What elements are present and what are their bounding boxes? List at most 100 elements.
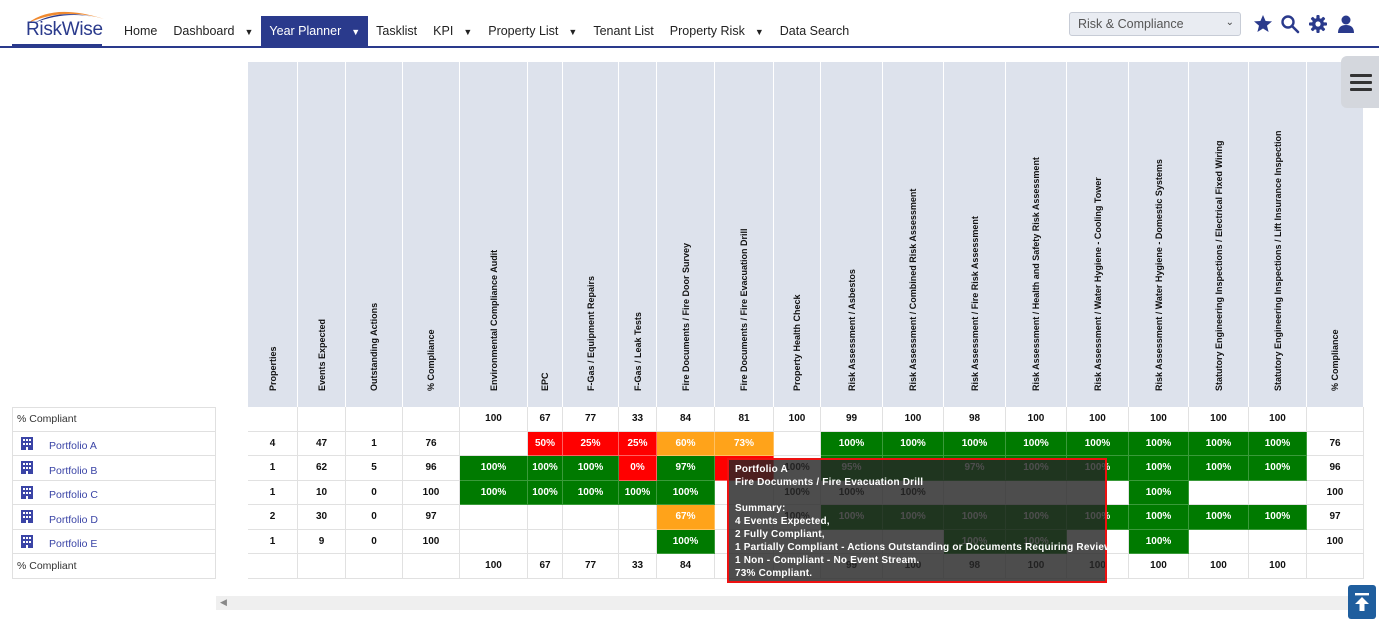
column-header-label: Risk Assessment / Fire Risk Assessment [969,216,980,391]
grid-cell[interactable]: 100% [1189,505,1249,530]
grid-cell: 1 [248,529,298,554]
column-header[interactable]: Risk Assessment / Health and Safety Risk… [1006,62,1067,407]
grid-cell: 2 [248,505,298,530]
grid-cell[interactable]: 100% [460,456,528,481]
gear-icon[interactable] [1308,14,1328,34]
column-header[interactable]: Statutory Engineering Inspections / Elec… [1189,62,1249,407]
nav-item-kpi[interactable]: KPI ▼ [425,16,480,46]
portfolio-link[interactable]: Portfolio A [49,440,97,453]
portfolio-link[interactable]: Portfolio C [49,489,99,502]
nav-item-property-list[interactable]: Property List ▼ [480,16,585,46]
grid-cell[interactable] [563,505,619,530]
grid-cell[interactable]: 50% [528,431,563,456]
column-header[interactable]: Events Expected [298,62,346,407]
column-header[interactable]: Risk Assessment / Combined Risk Assessme… [883,62,944,407]
column-header[interactable]: Statutory Engineering Inspections / Lift… [1249,62,1307,407]
grid-cell[interactable]: 100% [619,480,657,505]
nav-item-property-risk[interactable]: Property Risk ▼ [662,16,772,46]
grid-cell[interactable]: 100% [563,456,619,481]
nav-item-tenant-list[interactable]: Tenant List [585,16,661,46]
column-header[interactable]: EPC [528,62,563,407]
hamburger-menu-button[interactable] [1341,56,1379,108]
column-header[interactable]: % Compliance [1307,62,1364,407]
grid-cell[interactable] [619,505,657,530]
grid-cell[interactable] [460,431,528,456]
grid-cell[interactable]: 100% [1249,505,1307,530]
grid-cell[interactable]: 100% [1067,431,1129,456]
portfolio-link[interactable]: Portfolio E [49,538,98,551]
grid-cell[interactable]: 100% [1189,456,1249,481]
grid-cell: 0 [346,505,403,530]
grid-cell[interactable] [619,529,657,554]
module-select[interactable]: Risk & Compliance ⌄ [1069,12,1241,36]
grid-cell[interactable] [1249,529,1307,554]
grid-cell[interactable] [528,505,563,530]
grid-cell[interactable] [460,529,528,554]
grid-cell[interactable]: 100% [1129,431,1189,456]
column-header[interactable]: % Compliance [403,62,460,407]
column-header[interactable]: F-Gas / Leak Tests [619,62,657,407]
summary-cell [1307,407,1364,432]
portfolio-row: Portfolio E [12,529,216,554]
column-header[interactable]: Risk Assessment / Asbestos [821,62,883,407]
horizontal-scrollbar[interactable]: ◀ [216,596,1350,610]
grid-cell[interactable]: 100% [563,480,619,505]
grid-cell[interactable]: 100% [528,456,563,481]
grid-cell[interactable]: 100% [657,529,715,554]
summary-cell: 100 [1189,554,1249,579]
grid-cell[interactable]: 100% [944,431,1006,456]
scroll-left-icon[interactable]: ◀ [220,597,227,607]
nav-item-tasklist[interactable]: Tasklist [368,16,425,46]
nav-item-year-planner[interactable]: Year Planner ▼ [261,16,369,46]
search-icon[interactable] [1280,14,1300,34]
column-header[interactable]: F-Gas / Equipment Repairs [563,62,619,407]
grid-cell[interactable]: 97% [657,456,715,481]
grid-cell[interactable]: 100% [821,431,883,456]
column-header[interactable]: Outstanding Actions [346,62,403,407]
summary-cell: 100 [1189,407,1249,432]
grid-cell[interactable]: 100% [1189,431,1249,456]
grid-cell[interactable]: 73% [715,431,774,456]
grid-cell[interactable] [1189,480,1249,505]
grid-cell[interactable] [563,529,619,554]
grid-cell[interactable]: 60% [657,431,715,456]
star-icon[interactable] [1253,14,1273,34]
column-header[interactable]: Environmental Compliance Audit [460,62,528,407]
portfolio-link[interactable]: Portfolio D [49,513,99,526]
grid-cell[interactable]: 100% [1249,431,1307,456]
column-header[interactable]: Risk Assessment / Fire Risk Assessment [944,62,1006,407]
grid-cell[interactable]: 67% [657,505,715,530]
grid-cell[interactable]: 100% [460,480,528,505]
nav-item-dashboard[interactable]: Dashboard ▼ [165,16,261,46]
column-header[interactable]: Property Health Check [774,62,821,407]
back-to-top-button[interactable] [1348,585,1376,619]
grid-cell[interactable]: 0% [619,456,657,481]
grid-cell[interactable]: 100% [1129,456,1189,481]
column-header[interactable]: Risk Assessment / Water Hygiene - Domest… [1129,62,1189,407]
grid-cell[interactable] [1249,480,1307,505]
column-header[interactable]: Fire Documents / Fire Door Survey [657,62,715,407]
grid-cell[interactable]: 100% [1129,529,1189,554]
grid-cell[interactable] [1189,529,1249,554]
grid-cell: 0 [346,480,403,505]
grid-cell[interactable]: 100% [883,431,944,456]
nav-item-home[interactable]: Home [116,16,165,46]
grid-cell[interactable] [528,529,563,554]
column-header[interactable]: Risk Assessment / Water Hygiene - Coolin… [1067,62,1129,407]
grid-cell[interactable]: 100% [528,480,563,505]
column-header[interactable]: Fire Documents / Fire Evacuation Drill [715,62,774,407]
grid-cell[interactable]: 100% [1129,505,1189,530]
grid-cell[interactable]: 100% [1129,480,1189,505]
grid-cell[interactable] [460,505,528,530]
portfolio-link[interactable]: Portfolio B [49,464,98,477]
grid-cell[interactable] [774,431,821,456]
grid-cell[interactable]: 25% [619,431,657,456]
grid-cell[interactable]: 100% [1006,431,1067,456]
grid-cell[interactable]: 100% [657,480,715,505]
grid-cell[interactable]: 25% [563,431,619,456]
user-icon[interactable] [1336,14,1356,34]
column-header[interactable]: Properties [248,62,298,407]
grid-cell[interactable]: 100% [1249,456,1307,481]
riskwise-logo[interactable]: RiskWise [24,5,108,43]
nav-item-data-search[interactable]: Data Search [772,16,857,46]
